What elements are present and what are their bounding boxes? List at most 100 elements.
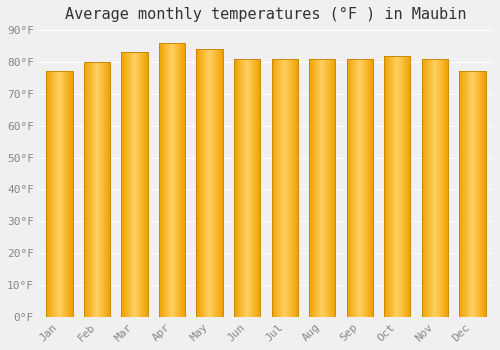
Bar [326, 59, 327, 317]
Bar [63, 71, 64, 317]
Bar [443, 59, 444, 317]
Bar [293, 59, 294, 317]
Bar [387, 56, 388, 317]
Bar [240, 59, 241, 317]
Bar [346, 59, 373, 317]
Bar [202, 49, 203, 317]
Bar [366, 59, 367, 317]
Bar [317, 59, 318, 317]
Bar [147, 52, 148, 317]
Bar [399, 56, 400, 317]
Bar [60, 71, 61, 317]
Bar [213, 49, 214, 317]
Bar [124, 52, 125, 317]
Bar [372, 59, 373, 317]
Bar [61, 71, 62, 317]
Bar [425, 59, 426, 317]
Bar [437, 59, 438, 317]
Bar [238, 59, 239, 317]
Bar [476, 71, 477, 317]
Bar [201, 49, 202, 317]
Bar [429, 59, 430, 317]
Bar [46, 71, 47, 317]
Bar [282, 59, 283, 317]
Bar [394, 56, 395, 317]
Bar [130, 52, 131, 317]
Bar [182, 43, 183, 317]
Bar [210, 49, 211, 317]
Bar [480, 71, 481, 317]
Bar [314, 59, 315, 317]
Bar [291, 59, 292, 317]
Bar [125, 52, 126, 317]
Bar [169, 43, 170, 317]
Bar [324, 59, 325, 317]
Bar [465, 71, 466, 317]
Bar [236, 59, 237, 317]
Bar [103, 62, 104, 317]
Bar [178, 43, 179, 317]
Bar [391, 56, 392, 317]
Bar [159, 43, 185, 317]
Title: Average monthly temperatures (°F ) in Maubin: Average monthly temperatures (°F ) in Ma… [65, 7, 466, 22]
Bar [208, 49, 209, 317]
Bar [333, 59, 334, 317]
Bar [393, 56, 394, 317]
Bar [57, 71, 58, 317]
Bar [198, 49, 199, 317]
Bar [460, 71, 485, 317]
Bar [66, 71, 67, 317]
Bar [131, 52, 132, 317]
Bar [447, 59, 448, 317]
Bar [184, 43, 185, 317]
Bar [408, 56, 409, 317]
Bar [347, 59, 348, 317]
Bar [135, 52, 136, 317]
Bar [128, 52, 129, 317]
Bar [137, 52, 138, 317]
Bar [309, 59, 310, 317]
Bar [407, 56, 408, 317]
Bar [426, 59, 427, 317]
Bar [371, 59, 372, 317]
Bar [133, 52, 134, 317]
Bar [441, 59, 442, 317]
Bar [50, 71, 51, 317]
Bar [323, 59, 324, 317]
Bar [246, 59, 247, 317]
Bar [473, 71, 474, 317]
Bar [167, 43, 168, 317]
Bar [90, 62, 91, 317]
Bar [49, 71, 50, 317]
Bar [207, 49, 208, 317]
Bar [196, 49, 197, 317]
Bar [127, 52, 128, 317]
Bar [163, 43, 164, 317]
Bar [319, 59, 320, 317]
Bar [274, 59, 275, 317]
Bar [175, 43, 176, 317]
Bar [389, 56, 390, 317]
Bar [181, 43, 182, 317]
Bar [325, 59, 326, 317]
Bar [96, 62, 97, 317]
Bar [430, 59, 431, 317]
Bar [211, 49, 212, 317]
Bar [183, 43, 184, 317]
Bar [278, 59, 279, 317]
Bar [390, 56, 391, 317]
Bar [217, 49, 218, 317]
Bar [172, 43, 173, 317]
Bar [91, 62, 92, 317]
Bar [360, 59, 361, 317]
Bar [166, 43, 167, 317]
Bar [386, 56, 387, 317]
Bar [142, 52, 143, 317]
Bar [329, 59, 330, 317]
Bar [384, 56, 385, 317]
Bar [256, 59, 257, 317]
Bar [440, 59, 441, 317]
Bar [100, 62, 101, 317]
Bar [316, 59, 317, 317]
Bar [328, 59, 329, 317]
